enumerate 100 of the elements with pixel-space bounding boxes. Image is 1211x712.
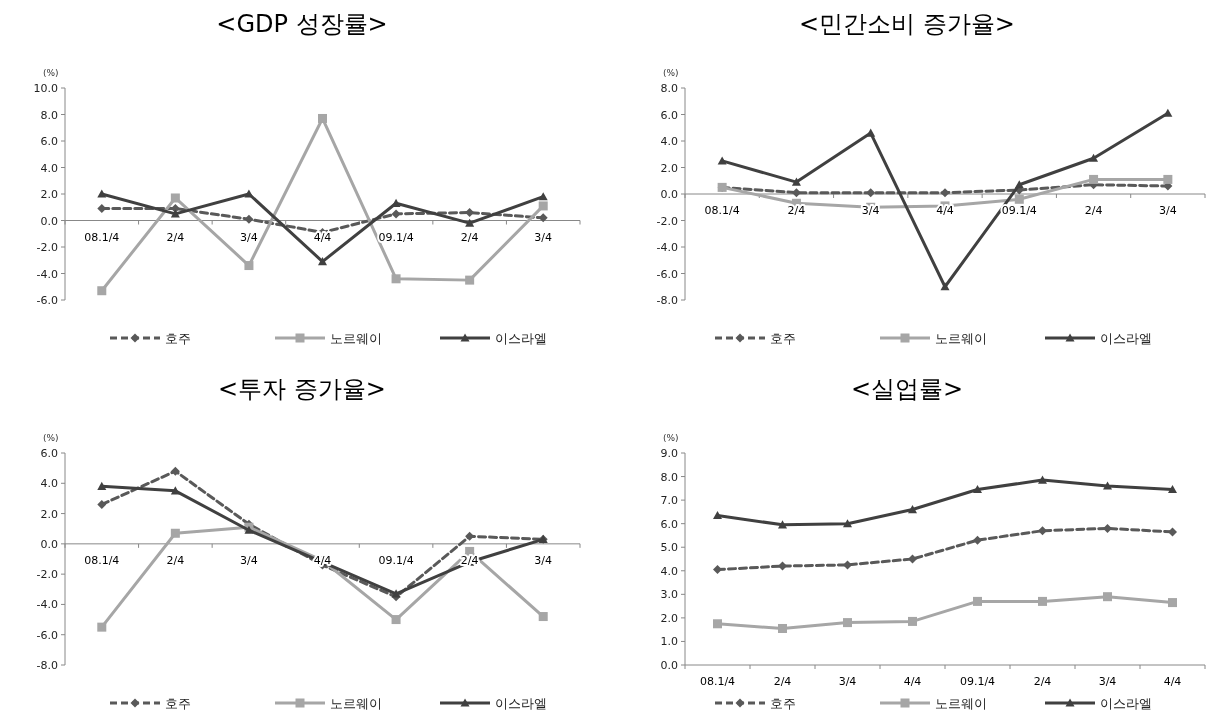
point [778,623,787,633]
point [97,286,107,296]
y-tick-label: 8.0 [660,470,678,484]
point [908,616,917,626]
point [538,192,548,201]
x-tick-label: 08.1/4 [84,553,120,567]
x-tick-label: 09.1/4 [378,230,414,244]
point [1168,598,1177,608]
y-axis-title: (%) [43,68,59,78]
x-tick-label: 09.1/4 [1001,204,1037,217]
point [97,622,107,632]
point [1103,592,1112,602]
point [866,128,876,137]
x-tick-label: 2/4 [460,230,479,244]
y-tick-label: 2.0 [40,188,58,201]
point [843,618,852,628]
point [713,619,722,629]
x-tick-label: 4/4 [313,230,332,244]
point [1038,475,1047,484]
point [843,519,852,528]
point [973,535,982,545]
point [170,528,180,538]
y-axis-title: (%) [43,433,59,443]
y-tick-label: 0.0 [40,214,58,228]
point [170,209,180,218]
y-tick-label: 7.0 [660,494,678,508]
point [465,208,475,218]
x-tick-label: 2/4 [773,675,792,688]
chart-title: <민간소비 증가율> [799,10,1015,38]
legend-label: 호주 [770,331,796,346]
point [170,193,180,203]
y-tick-label: -2.0 [656,214,678,228]
x-tick-label: 3/4 [1098,675,1117,688]
y-axis-title: (%) [663,433,679,443]
y-tick-label: 1.0 [660,635,678,649]
y-tick-label: 6.0 [660,108,678,122]
point [97,499,107,509]
point [1038,596,1047,606]
legend-label: 이스라엘 [1100,331,1152,346]
y-tick-label: 6.0 [40,447,58,460]
y-tick-label: 4.0 [40,477,58,491]
point [791,188,801,198]
x-tick-label: 08.1/4 [84,230,120,244]
y-tick-label: 10.0 [33,82,58,95]
y-tick-label: -8.0 [36,659,58,672]
y-tick-label: 0.0 [660,188,678,201]
y-tick-label: -2.0 [36,568,58,582]
point [170,466,180,476]
x-tick-label: 08.1/4 [704,204,740,217]
point [908,505,917,514]
point [318,257,327,266]
legend-label: 노르웨이 [935,696,987,711]
point [791,177,801,186]
point [843,560,852,570]
x-tick-label: 08.1/4 [699,675,736,688]
x-tick-label: 4/4 [903,675,922,688]
y-tick-label: 4.0 [660,135,678,148]
point [391,274,401,284]
x-tick-label: 3/4 [240,230,258,244]
legend-label: 노르웨이 [330,331,382,346]
point [538,201,548,211]
y-tick-label: -6.0 [36,294,58,307]
x-tick-label: 3/4 [240,553,258,567]
y-tick-label: -4.0 [36,598,58,612]
chart-title: <투자 증가율> [218,375,386,403]
x-tick-label: 4/4 [1163,675,1182,688]
x-tick-label: 4/4 [936,204,954,217]
x-tick-label: 2/4 [166,230,185,244]
y-axis-title: (%) [663,68,679,78]
y-tick-label: 4.0 [40,161,58,175]
legend-label: 노르웨이 [330,696,382,711]
x-tick-label: 3/4 [838,675,857,688]
point [97,189,107,198]
point [1014,180,1024,189]
y-tick-label: -2.0 [36,241,58,254]
point [244,189,254,198]
legend-label: 이스라엘 [1100,696,1152,711]
x-tick-label: 2/4 [1033,675,1052,688]
point [391,209,401,219]
y-tick-label: 2.0 [660,611,678,625]
point [1168,485,1177,494]
legend-label: 노르웨이 [935,331,987,346]
point [866,188,876,198]
legend-label: 이스라엘 [495,696,547,711]
point [1089,174,1099,184]
point [538,612,548,622]
x-tick-label: 2/4 [787,204,806,217]
y-tick-label: -4.0 [656,241,678,254]
point [1014,194,1024,204]
point [391,615,401,625]
x-tick-label: 09.1/4 [378,553,414,567]
y-tick-label: -4.0 [36,267,58,281]
y-tick-label: 8.0 [660,82,678,95]
y-tick-label: 0.0 [660,659,678,672]
point [908,554,917,564]
y-tick-label: 3.0 [660,588,678,602]
legend-label: 이스라엘 [495,331,547,346]
x-tick-label: 3/4 [534,553,553,567]
point [1103,481,1112,490]
y-tick-label: -8.0 [656,294,678,307]
